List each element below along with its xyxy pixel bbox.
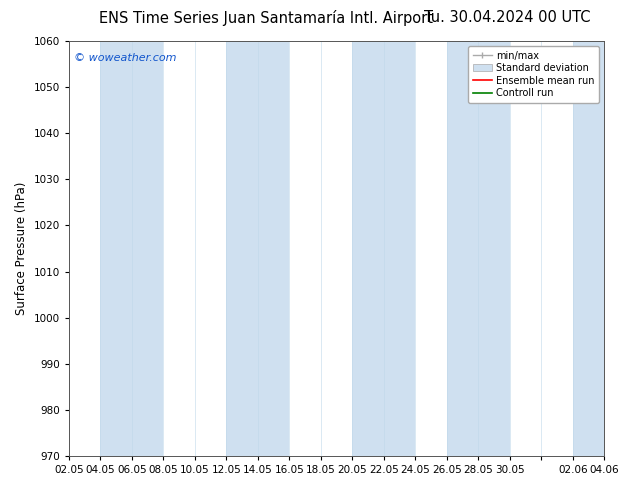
- Text: Tu. 30.04.2024 00 UTC: Tu. 30.04.2024 00 UTC: [424, 10, 590, 25]
- Text: © woweather.com: © woweather.com: [74, 53, 177, 64]
- Bar: [573, 41, 634, 456]
- Legend: min/max, Standard deviation, Ensemble mean run, Controll run: min/max, Standard deviation, Ensemble me…: [468, 46, 599, 103]
- Bar: [226, 41, 289, 456]
- Bar: [447, 41, 510, 456]
- Bar: [353, 41, 415, 456]
- Bar: [100, 41, 164, 456]
- Y-axis label: Surface Pressure (hPa): Surface Pressure (hPa): [15, 182, 28, 315]
- Text: ENS Time Series Juan Santamaría Intl. Airport: ENS Time Series Juan Santamaría Intl. Ai…: [100, 10, 433, 26]
